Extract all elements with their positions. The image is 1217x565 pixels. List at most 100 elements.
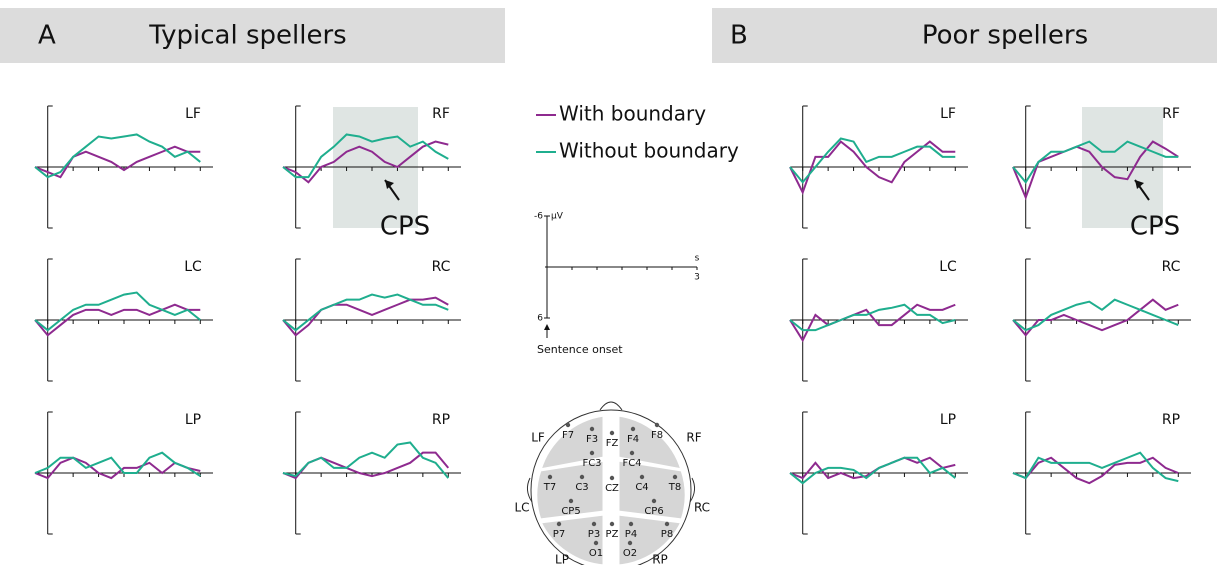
electrode-label: PZ <box>606 529 619 540</box>
group-title: Poor spellers <box>922 21 1088 51</box>
annotation: CPS <box>380 212 430 242</box>
legend-label: Without boundary <box>559 139 739 163</box>
electrode-label: C3 <box>575 482 588 493</box>
erp-line <box>1012 298 1179 337</box>
electrode <box>547 474 553 480</box>
region <box>537 512 606 565</box>
electrode-label: F3 <box>586 434 598 445</box>
electrode-label: F4 <box>627 434 639 445</box>
panel-label: RF <box>1162 106 1180 122</box>
panel-label: RP <box>1162 412 1180 428</box>
electrode <box>629 450 635 456</box>
panel-label: RP <box>432 412 450 428</box>
electrode-label: CP6 <box>644 506 663 517</box>
electrode-label: FZ <box>606 438 619 449</box>
electrode <box>579 474 585 480</box>
erp-line <box>789 456 956 485</box>
panel-label: RC <box>432 259 451 275</box>
electrode <box>609 430 615 436</box>
erp-line <box>789 456 956 480</box>
scale-y-unit: µV <box>551 212 564 222</box>
electrode <box>589 426 595 432</box>
electrode <box>651 498 657 504</box>
erp-line <box>789 137 956 184</box>
electrode <box>627 540 633 546</box>
erp-line <box>282 441 450 479</box>
region <box>616 512 685 565</box>
electrode-label: F8 <box>651 430 663 441</box>
ear <box>526 477 533 503</box>
electrode <box>639 474 645 480</box>
electrode <box>556 521 562 527</box>
arrow-head <box>1135 180 1144 189</box>
region-label: LF <box>531 431 545 445</box>
head-diagram <box>526 401 696 565</box>
erp-line <box>1012 456 1179 485</box>
erp-line <box>789 303 956 343</box>
panel-label: RC <box>1162 259 1181 275</box>
electrode-label: O1 <box>589 548 603 559</box>
electrode <box>654 422 660 428</box>
erp-line <box>282 293 449 332</box>
arrow-head <box>385 180 394 189</box>
erp-line <box>1012 451 1179 483</box>
electrode-label: F7 <box>562 430 574 441</box>
electrode-label: FC3 <box>582 458 601 469</box>
electrode-label: P8 <box>661 529 673 540</box>
annotation: CPS <box>1130 212 1180 242</box>
erp-line <box>34 303 201 337</box>
electrode <box>630 426 636 432</box>
panel-label: LP <box>185 412 201 428</box>
scale-x-unit: s <box>695 254 700 264</box>
group-title: Typical spellers <box>148 21 346 51</box>
erp-line <box>1012 140 1179 184</box>
electrode-label: T7 <box>543 482 556 493</box>
panel-label: LF <box>940 106 956 122</box>
header-band <box>712 8 1217 63</box>
electrode <box>589 450 595 456</box>
erp-line <box>789 303 956 332</box>
electrode-label: P7 <box>553 529 565 540</box>
electrode-label: P3 <box>588 529 600 540</box>
group-letter: A <box>38 21 56 51</box>
electrode <box>568 498 574 504</box>
electrode-label: O2 <box>623 548 637 559</box>
erp-line <box>1012 298 1179 332</box>
panel-label: LC <box>184 259 202 275</box>
region <box>616 458 688 522</box>
panel-label: LF <box>185 106 201 122</box>
electrode <box>672 474 678 480</box>
erp-line <box>34 133 201 179</box>
erp-line <box>282 296 449 337</box>
electrode-label: C4 <box>635 482 648 493</box>
electrode <box>628 521 634 527</box>
electrode <box>591 521 597 527</box>
electrode-label: FC4 <box>622 458 641 469</box>
electrode-label: CP5 <box>561 506 580 517</box>
onset-arrow-head <box>544 324 550 330</box>
erp-line <box>34 451 201 477</box>
electrode <box>664 521 670 527</box>
scale-x-label: 3 <box>694 273 700 283</box>
scale-note: Sentence onset <box>537 343 623 356</box>
erp-line <box>789 140 956 195</box>
erp-line <box>34 145 201 179</box>
panel-label: RF <box>432 106 450 122</box>
erp-line <box>282 140 449 184</box>
nose <box>599 401 623 411</box>
header-band <box>0 8 505 63</box>
electrode <box>565 422 571 428</box>
electrode <box>609 521 615 527</box>
region-label: RP <box>652 553 668 565</box>
legend-label: With boundary <box>559 102 706 126</box>
electrode-label: T8 <box>668 482 681 493</box>
electrode-label: CZ <box>605 483 619 494</box>
erp-line <box>282 451 450 480</box>
region-label: RC <box>694 501 710 515</box>
region-label: LC <box>514 501 529 515</box>
ear <box>689 477 696 503</box>
erp-line <box>34 291 201 332</box>
erp-line <box>34 456 201 480</box>
region <box>534 458 606 522</box>
